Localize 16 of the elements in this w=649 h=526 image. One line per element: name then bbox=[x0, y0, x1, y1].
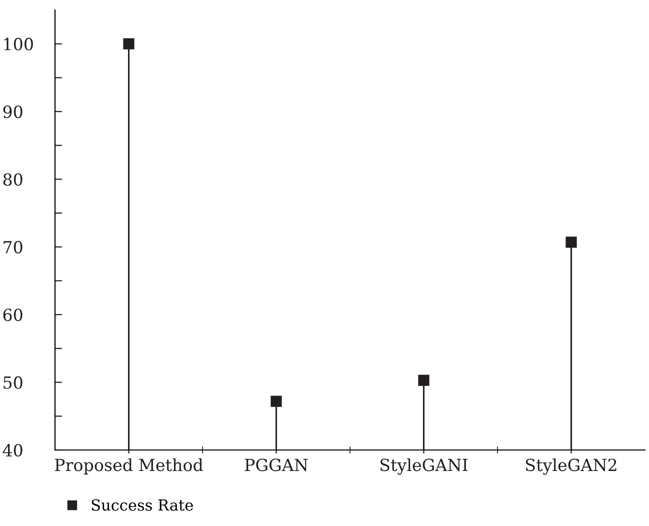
y-tick-label: 60 bbox=[3, 308, 22, 322]
point bbox=[418, 374, 430, 386]
x-tick-label: Proposed Method bbox=[54, 458, 203, 474]
y-tick-label: 80 bbox=[3, 173, 22, 186]
y-tick-label: 100 bbox=[4, 38, 33, 50]
y-tick-label: 90 bbox=[3, 106, 22, 118]
y-tick-label: 40 bbox=[2, 444, 22, 457]
x-tick-label: PGGAN bbox=[244, 458, 308, 472]
x-tick-label: StyleGAN2 bbox=[526, 458, 616, 475]
point bbox=[566, 236, 577, 248]
legend-label: Success Rate bbox=[92, 499, 193, 511]
point bbox=[123, 38, 134, 50]
point bbox=[270, 396, 282, 407]
y-tick-label: 50 bbox=[4, 376, 22, 389]
y-tick-label: 70 bbox=[4, 240, 22, 254]
x-tick-label: StyleGANI bbox=[380, 458, 468, 475]
